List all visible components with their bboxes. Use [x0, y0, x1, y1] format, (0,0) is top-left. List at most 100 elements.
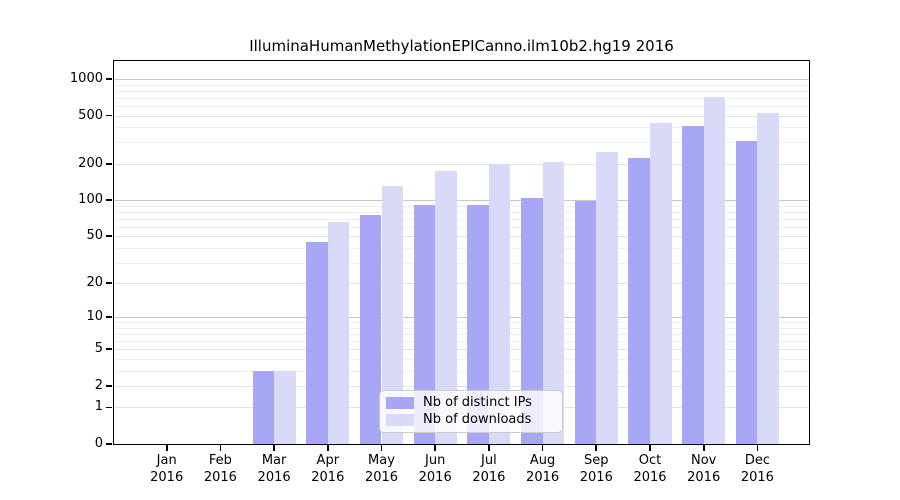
y-tick-label: 1 — [94, 399, 103, 415]
minor-gridline — [113, 127, 810, 129]
minor-gridline — [113, 226, 810, 228]
x-tick-month: Feb — [208, 453, 232, 468]
x-tick-month: Jun — [425, 453, 446, 468]
minor-gridline — [113, 142, 810, 144]
y-tick-label: 50 — [86, 228, 103, 244]
minor-gridline — [113, 205, 810, 207]
bar-downloads — [650, 123, 672, 444]
x-tick-year: 2016 — [526, 469, 560, 485]
major-gridline — [113, 283, 810, 285]
y-tick-label: 2 — [94, 377, 103, 393]
x-tick-label: Nov 2016 — [676, 453, 732, 486]
x-tick-month: Mar — [261, 453, 287, 468]
x-tick-year: 2016 — [472, 469, 506, 485]
x-tick-year: 2016 — [633, 469, 667, 485]
minor-gridline — [113, 322, 810, 324]
y-tick-label: 20 — [86, 275, 103, 291]
bar-downloads — [435, 170, 457, 444]
x-tick-month: May — [368, 453, 395, 468]
bar-distinct-ips — [467, 204, 489, 444]
bar-distinct-ips — [735, 140, 758, 444]
minor-gridline — [113, 341, 810, 343]
x-tick-mark — [434, 445, 437, 451]
major-gridline — [113, 385, 810, 387]
y-tick-label: 0 — [94, 436, 103, 451]
y-tick-label: 5 — [94, 341, 103, 357]
x-tick-mark — [595, 445, 598, 451]
x-tick-mark — [219, 445, 222, 451]
y-tick-mark — [106, 282, 112, 284]
bar-downloads — [274, 370, 296, 444]
minor-gridline — [113, 327, 810, 329]
bar-distinct-ips — [628, 158, 650, 444]
x-tick-year: 2016 — [311, 469, 345, 485]
y-tick-label: 10 — [86, 309, 103, 325]
major-gridline — [113, 349, 810, 351]
y-tick-mark — [106, 114, 112, 117]
minor-gridline — [113, 218, 810, 220]
bar-downloads — [703, 97, 726, 444]
y-tick-mark — [106, 316, 112, 319]
x-tick-label: Oct 2016 — [622, 453, 678, 486]
bar-downloads — [488, 164, 511, 444]
x-tick-mark — [702, 445, 705, 451]
x-tick-month: Aug — [529, 453, 556, 468]
legend-row-distinct-ips: Nb of distinct IPs — [386, 396, 562, 410]
x-tick-label: Sep 2016 — [568, 453, 624, 486]
chart-title: IlluminaHumanMethylationEPICanno.ilm10b2… — [249, 37, 674, 55]
bar-distinct-ips — [574, 200, 597, 444]
y-tick-label: 100 — [78, 192, 103, 208]
x-tick-label: Dec 2016 — [729, 453, 785, 486]
x-tick-label: Mar 2016 — [246, 453, 302, 486]
x-tick-month: Jul — [481, 453, 497, 468]
y-tick-mark — [106, 406, 112, 409]
x-tick-mark — [756, 445, 759, 451]
y-tick-mark — [106, 348, 112, 351]
x-tick-mark — [273, 445, 275, 451]
major-gridline — [113, 317, 810, 319]
x-tick-month: Sep — [584, 453, 609, 468]
x-tick-month: Jan — [156, 453, 177, 468]
major-gridline — [113, 115, 810, 117]
x-tick-label: May 2016 — [354, 453, 410, 486]
major-gridline — [113, 163, 810, 165]
bar-downloads — [327, 221, 350, 444]
legend-swatch-downloads-icon — [386, 414, 414, 426]
x-tick-month: Dec — [744, 453, 770, 468]
x-tick-label: Jan 2016 — [139, 453, 195, 486]
x-tick-month: Apr — [316, 453, 340, 468]
x-tick-year: 2016 — [418, 469, 452, 485]
bar-distinct-ips — [521, 197, 543, 444]
major-gridline — [113, 236, 810, 238]
x-tick-year: 2016 — [579, 469, 613, 485]
y-tick-mark — [106, 443, 112, 445]
bar-distinct-ips — [359, 214, 382, 444]
minor-gridline — [113, 97, 810, 99]
x-tick-year: 2016 — [364, 469, 399, 485]
y-tick-mark — [106, 162, 112, 165]
minor-gridline — [113, 334, 810, 336]
legend: Nb of distinct IPs Nb of downloads — [379, 390, 563, 433]
legend-label-downloads: Nb of downloads — [423, 412, 532, 427]
x-tick-year: 2016 — [740, 469, 774, 485]
x-tick-mark — [165, 445, 168, 451]
bar-downloads — [596, 152, 618, 444]
y-tick-mark — [106, 385, 112, 387]
x-tick-year: 2016 — [150, 469, 184, 485]
y-tick-mark — [106, 78, 112, 80]
y-tick-label: 1000 — [69, 71, 103, 86]
x-tick-year: 2016 — [687, 469, 721, 485]
x-tick-label: Jun 2016 — [407, 453, 463, 486]
major-gridline — [113, 79, 810, 80]
x-tick-mark — [488, 445, 490, 451]
minor-gridline — [113, 358, 810, 360]
y-tick-mark — [106, 199, 112, 201]
x-tick-mark — [541, 445, 544, 451]
bar-distinct-ips — [682, 126, 704, 444]
bar-downloads — [542, 162, 565, 444]
bar-downloads — [381, 186, 404, 444]
x-tick-year: 2016 — [257, 469, 291, 485]
minor-gridline — [113, 84, 810, 86]
minor-gridline — [113, 211, 810, 213]
